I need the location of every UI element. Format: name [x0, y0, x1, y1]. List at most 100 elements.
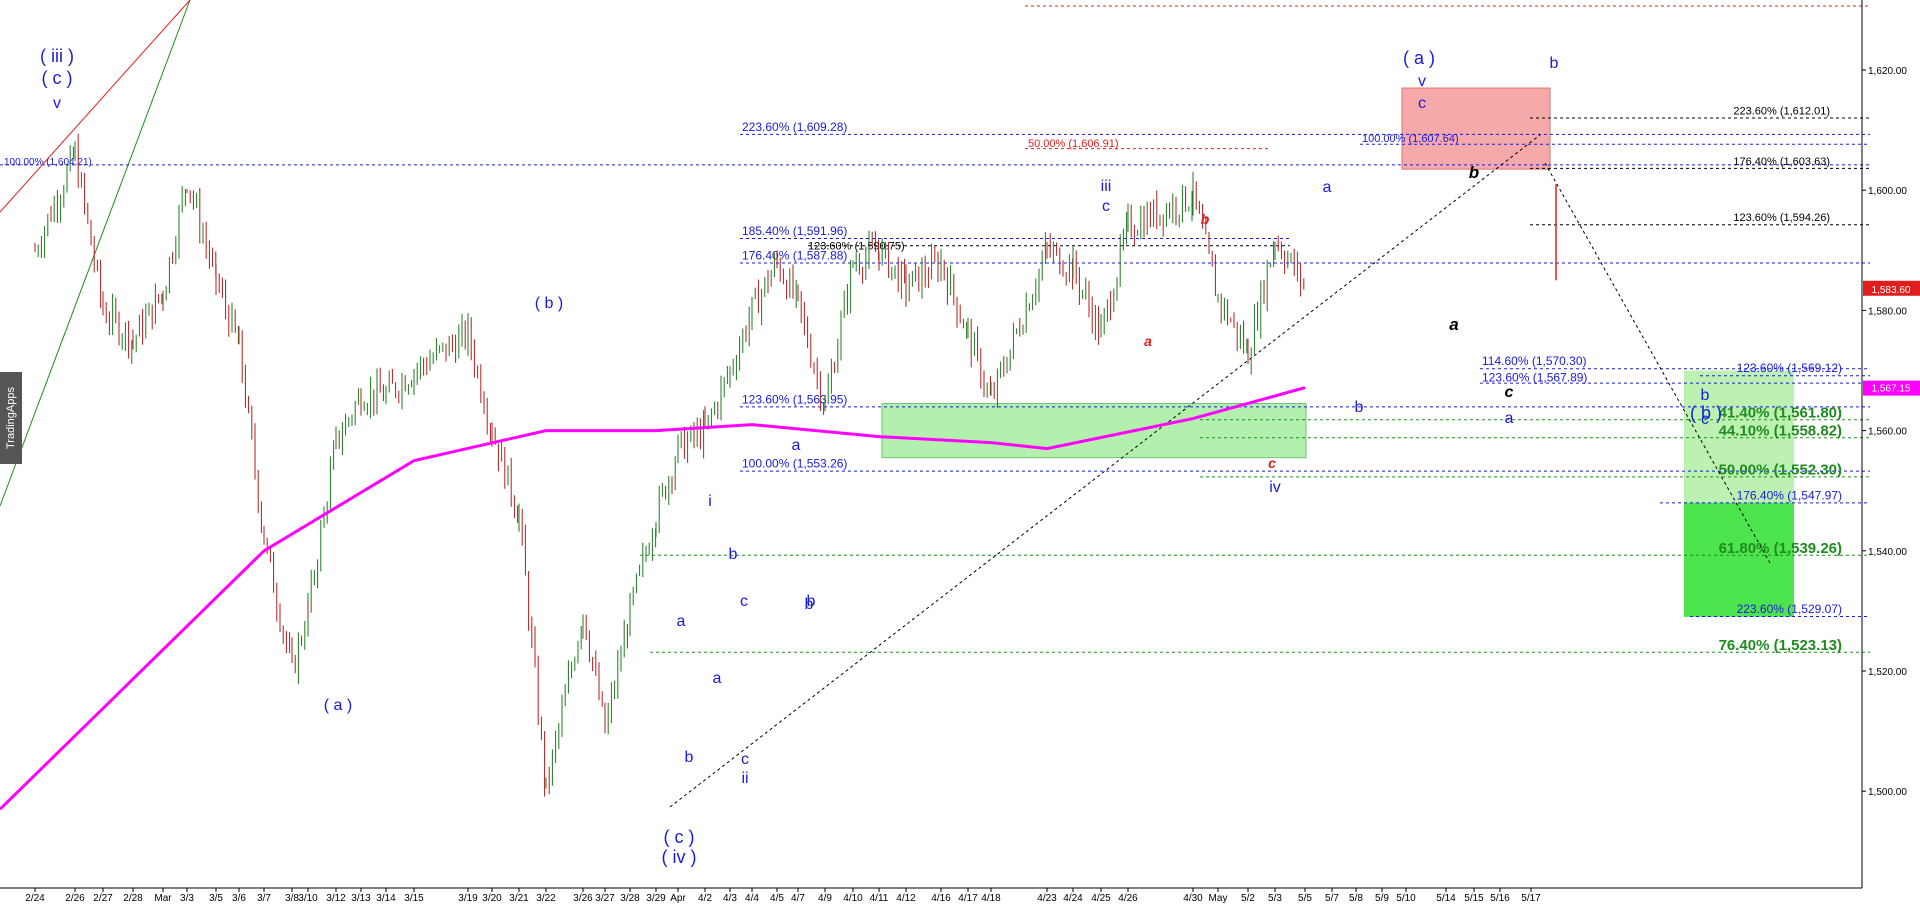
watermark: TradingApps: [0, 372, 22, 464]
fib-levels-layer: 100.00% (1,604.21) 223.60% (1,609.28) 50.0…: [0, 5, 1870, 654]
date-tick-label: 5/7: [1325, 893, 1339, 904]
date-tick-label: 5/9: [1375, 893, 1389, 904]
date-tick-label: 3/5: [209, 893, 223, 904]
fib-level-label: 114.60% (1,570.30): [1482, 354, 1587, 368]
date-tick-label: 3/21: [509, 893, 529, 904]
moving-average-line: [0, 386, 1306, 811]
date-tick-label: 3/3: [180, 893, 194, 904]
wave-label: c: [1102, 198, 1110, 215]
date-tick-label: 4/3: [723, 893, 737, 904]
date-tick-label: 4/4: [745, 893, 759, 904]
fib-level-label: 176.40% (1,603.63): [1733, 156, 1830, 168]
wave-label: ii: [741, 770, 748, 787]
wave-labels-layer: ( iii )( c )v( a )( b )( c )( iv )ababci…: [40, 46, 1722, 867]
wave-label: b: [1701, 387, 1710, 404]
date-tick-label: 5/15: [1464, 893, 1484, 904]
date-tick-label: 3/22: [536, 893, 556, 904]
wave-label: c: [1505, 384, 1514, 401]
fib-level-label: 41.40% (1,561.80): [1719, 404, 1842, 421]
date-tick-label: 5/8: [1349, 893, 1363, 904]
fib-level-label: 123.60% (1,569.12): [1737, 361, 1842, 375]
date-tick-label: 3/26: [573, 893, 593, 904]
projection-line-dotted: [1544, 162, 1771, 564]
fib-level-label: 123.60% (1,590.75): [808, 240, 905, 252]
fib-level-label: 76.40% (1,523.13): [1719, 637, 1842, 654]
wave-label: b: [729, 546, 738, 563]
date-tick-label: 3/15: [404, 893, 424, 904]
date-tick-label: 4/11: [870, 893, 889, 904]
date-tick-label: 5/5: [1298, 893, 1312, 904]
wave-label: ( b ): [535, 295, 563, 312]
date-tick-label: 4/25: [1091, 893, 1111, 904]
date-tick-label: 5/2: [1241, 893, 1255, 904]
price-tick-label: 1,520.00: [1868, 667, 1907, 678]
date-tick-label: 4/5: [770, 893, 784, 904]
date-tick-label: 4/18: [981, 893, 1001, 904]
date-tick-label: 2/27: [93, 893, 113, 904]
date-tick-label: 4/24: [1063, 893, 1083, 904]
ma-price-badge: [1863, 380, 1920, 396]
fib-level-label: 223.60% (1,529.07): [1737, 602, 1842, 616]
wave-label: b: [807, 593, 816, 610]
wave-label: a: [677, 613, 686, 630]
channel-line-upper: [0, 0, 191, 213]
date-tick-label: 3/20: [482, 893, 502, 904]
fib-level-label: 44.10% (1,558.82): [1719, 422, 1842, 439]
date-tick-label: 2/28: [123, 893, 143, 904]
ma-price-label: 1,567.15: [1872, 384, 1911, 395]
wave-label: c: [1701, 411, 1709, 428]
date-tick-label: 3/8: [285, 893, 299, 904]
wave-label: iv: [1269, 479, 1281, 496]
date-tick-label: Apr: [670, 893, 686, 904]
price-tick-label: 1,620.00: [1868, 66, 1907, 77]
moving-average-layer: [0, 386, 1306, 811]
last-price-label: 1,583.60: [1872, 285, 1911, 296]
wave-label: b: [805, 596, 814, 613]
date-tick-label: 3/13: [351, 893, 371, 904]
date-tick-label: 3/12: [326, 893, 346, 904]
date-tick-label: 4/16: [931, 893, 951, 904]
channel-line-lower: [0, 0, 191, 507]
date-tick-label: 3/19: [458, 893, 478, 904]
wave-label: a: [1505, 410, 1514, 427]
date-tick-label: 5/3: [1268, 893, 1282, 904]
last-price-badge: [1863, 280, 1920, 296]
date-tick-label: 4/30: [1183, 893, 1203, 904]
wave-label: a: [792, 437, 801, 454]
wave-label: ( a ): [1403, 48, 1435, 68]
fib-level-label: 223.60% (1,612.01): [1733, 105, 1830, 117]
date-tick-label: 3/7: [257, 893, 271, 904]
date-tick-label: 4/12: [896, 893, 916, 904]
support-zone: [881, 403, 1307, 459]
wave-label: c: [1268, 455, 1276, 471]
wave-label: a: [1144, 333, 1152, 349]
fib-level-label: 185.40% (1,591.96): [742, 224, 847, 238]
price-tick-label: 1,540.00: [1868, 547, 1907, 558]
fib-level-label: 123.60% (1,563.95): [742, 392, 847, 406]
candles-layer: [34, 133, 1557, 797]
wave-label: ( iv ): [662, 847, 697, 867]
date-tick-label: 3/27: [595, 893, 615, 904]
date-tick-label: 5/10: [1396, 893, 1416, 904]
date-tick-label: Mar: [154, 893, 172, 904]
wave-label: c: [740, 593, 748, 610]
price-tick-label: 1,560.00: [1868, 427, 1907, 438]
wave-label: b: [1355, 399, 1364, 416]
date-tick-label: 2/26: [65, 893, 85, 904]
wave-label: b: [1550, 55, 1559, 72]
fib-level-label: 100.00% (1,604.21): [4, 157, 92, 168]
wave-label: b: [1201, 211, 1210, 227]
date-tick-label: 3/10: [298, 893, 318, 904]
wave-label: ( a ): [324, 697, 352, 714]
fib-level-label: 123.60% (1,594.26): [1733, 212, 1830, 224]
date-tick-label: 3/6: [232, 893, 246, 904]
fib-level-label: 61.80% (1,539.26): [1719, 540, 1842, 557]
wave-label: v: [53, 95, 61, 112]
date-tick-label: 5/14: [1436, 893, 1456, 904]
fib-level-label: 50.00% (1,606.91): [1028, 138, 1119, 150]
date-tick-label: 4/2: [698, 893, 712, 904]
date-tick-label: May: [1209, 893, 1228, 904]
date-tick-label: 2/24: [25, 893, 45, 904]
fib-level-label: 176.40% (1,587.88): [742, 248, 847, 262]
